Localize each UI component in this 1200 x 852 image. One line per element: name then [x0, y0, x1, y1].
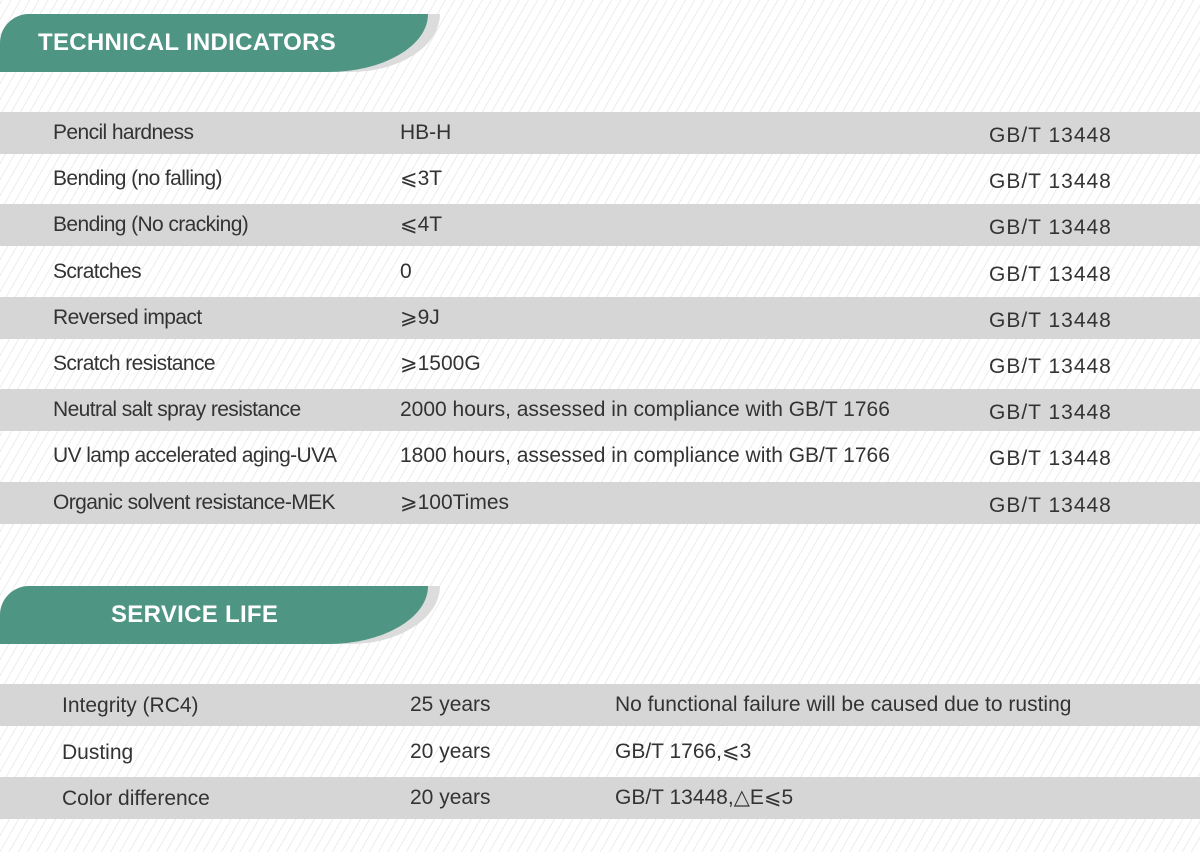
- cell-standard: GB/T 13448: [989, 355, 1112, 378]
- banner-fill: [0, 586, 428, 644]
- technical-indicators-banner: TECHNICAL INDICATORS: [0, 14, 440, 72]
- cell-name: Organic solvent resistance-MEK: [53, 490, 336, 514]
- cell-value: 1800 hours, assessed in compliance with …: [400, 444, 890, 468]
- cell-value: ⩾1500G: [400, 352, 481, 375]
- cell-name: UV lamp accelerated aging-UVA: [53, 444, 337, 468]
- table-row: Color difference 20 years GB/T 13448,△E⩽5: [0, 777, 1200, 819]
- banner-fill: [0, 14, 428, 72]
- cell-standard: GB/T 13448: [989, 262, 1112, 286]
- table-row: Integrity (RC4) 25 years No functional fai…: [0, 684, 1200, 726]
- cell-value: 0: [400, 259, 412, 283]
- table-row: Reversed impact ⩾9J GB/T 13448: [0, 296, 1200, 339]
- cell-value: 2000 hours, assessed in compliance with …: [400, 398, 890, 422]
- cell-standard: GB/T 13448: [989, 216, 1112, 240]
- cell-standard: GB/T 13448: [989, 124, 1112, 147]
- cell-value: 20 years: [410, 786, 491, 809]
- cell-name: Neutral salt spray resistance: [53, 398, 301, 422]
- cell-value: ⩽4T: [400, 213, 443, 237]
- cell-standard: GB/T 13448: [989, 493, 1112, 517]
- cell-name: Integrity (RC4): [62, 694, 199, 717]
- cell-value: 25 years: [410, 693, 491, 716]
- cell-name: Bending (no falling): [53, 167, 223, 191]
- table-row: UV lamp accelerated aging-UVA 1800 hours…: [0, 435, 1200, 477]
- table-row: Bending (No cracking) ⩽4T GB/T 13448: [0, 204, 1200, 247]
- cell-name: Pencil hardness: [53, 121, 194, 144]
- cell-name: Reversed impact: [53, 305, 202, 329]
- cell-name: Color difference: [62, 787, 210, 810]
- table-row: Bending (no falling) ⩽3T GB/T 13448: [0, 158, 1200, 200]
- section-title: TECHNICAL INDICATORS: [38, 29, 337, 56]
- cell-standard: GB/T 13448: [989, 447, 1112, 471]
- cell-value: 20 years: [410, 739, 491, 763]
- section-title: SERVICE LIFE: [111, 601, 279, 628]
- table-row: Dusting 20 years GB/T 1766,⩽3: [0, 731, 1200, 773]
- table-row: Pencil hardness HB-H GB/T 13448: [0, 112, 1200, 154]
- cell-standard: GB/T 13448: [989, 401, 1112, 425]
- cell-name: Scratch resistance: [53, 352, 216, 375]
- cell-note: GB/T 13448,△E⩽5: [615, 786, 794, 809]
- cell-standard: GB/T 13448: [989, 170, 1112, 194]
- cell-value: ⩾100Times: [400, 490, 510, 514]
- cell-value: ⩽3T: [400, 167, 443, 191]
- cell-name: Dusting: [62, 740, 134, 764]
- table-row: Neutral salt spray resistance 2000 hours,…: [0, 389, 1200, 432]
- cell-note: GB/T 1766,⩽3: [615, 739, 752, 763]
- cell-standard: GB/T 13448: [989, 308, 1112, 332]
- cell-note: No functional failure will be caused due…: [615, 693, 1072, 716]
- cell-value: HB-H: [400, 121, 452, 144]
- table-row: Organic solvent resistance-MEK ⩾100Times G…: [0, 481, 1200, 524]
- cell-name: Scratches: [53, 259, 142, 283]
- table-row: Scratch resistance ⩾1500G GB/T 13448: [0, 343, 1200, 385]
- cell-name: Bending (No cracking): [53, 213, 249, 237]
- service-life-banner: SERVICE LIFE: [0, 586, 440, 644]
- cell-value: ⩾9J: [400, 305, 440, 329]
- table-row: Scratches 0 GB/T 13448: [0, 251, 1200, 293]
